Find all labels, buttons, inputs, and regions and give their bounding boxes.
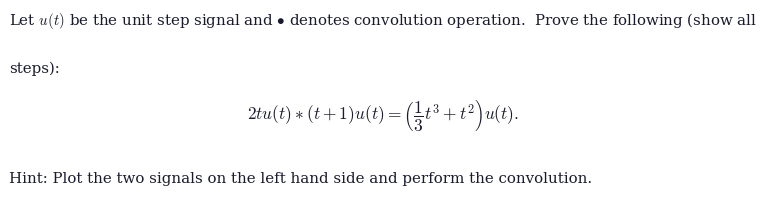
- Text: steps):: steps):: [9, 62, 60, 76]
- Text: $2tu(t) \ast (t + 1)u(t) = \left(\dfrac{1}{3}t^3 + t^2\right) u(t).$: $2tu(t) \ast (t + 1)u(t) = \left(\dfrac{…: [247, 97, 519, 133]
- Text: Let $u(t)$ be the unit step signal and $\bullet$ denotes convolution operation. : Let $u(t)$ be the unit step signal and $…: [9, 11, 757, 31]
- Text: Hint: Plot the two signals on the left hand side and perform the convolution.: Hint: Plot the two signals on the left h…: [9, 172, 592, 186]
